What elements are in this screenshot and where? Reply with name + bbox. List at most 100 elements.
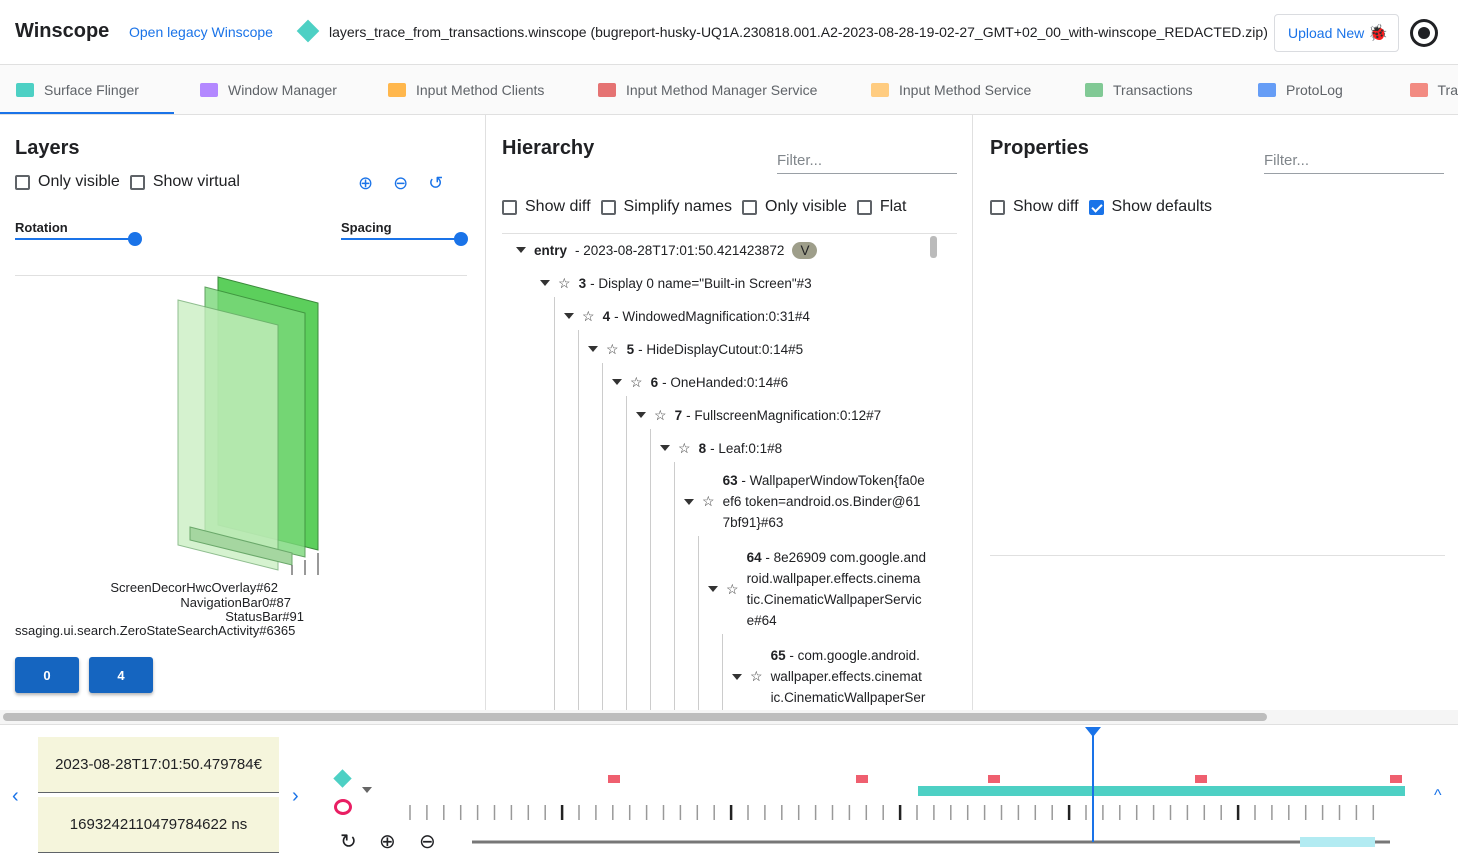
node-text: 7bf91}#63: [722, 515, 784, 530]
collapse-icon[interactable]: [684, 498, 694, 505]
collapse-icon[interactable]: [732, 673, 742, 680]
tab-surface-flinger[interactable]: Surface Flinger: [16, 65, 139, 115]
star-icon[interactable]: ☆: [582, 307, 595, 324]
display-button-0[interactable]: 0: [15, 657, 79, 693]
tree-guide-line: [602, 363, 603, 710]
zoom-out-icon[interactable]: ⊖: [393, 173, 409, 193]
hierarchy-option-simplify-names[interactable]: Simplify names: [600, 198, 732, 216]
surface-flinger-trace-icon[interactable]: [333, 769, 352, 788]
show-virtual-checkbox[interactable]: Show virtual: [129, 173, 240, 191]
tree-guide-line: [626, 396, 627, 710]
theme-toggle-icon[interactable]: [1413, 22, 1435, 44]
tab-tra[interactable]: Tra: [1410, 65, 1458, 115]
timestamp-input[interactable]: 2023-08-28T17:01:50.479784€: [38, 737, 279, 793]
spacing-label: Spacing: [341, 220, 392, 235]
star-icon[interactable]: ☆: [750, 668, 763, 684]
tree-node[interactable]: ☆ 4- WindowedMagnification:0:31#4: [564, 302, 810, 330]
collapse-icon[interactable]: [708, 586, 718, 592]
hierarchy-option-flat[interactable]: Flat: [856, 198, 907, 216]
tree-node[interactable]: ☆ 3- Display 0 name="Built-in Screen"#3: [540, 269, 812, 297]
node-text: ic.CinematicWallpaperSer: [770, 690, 926, 705]
star-icon[interactable]: ☆: [606, 340, 619, 357]
tree-node[interactable]: ☆ 7- FullscreenMagnification:0:12#7: [636, 401, 881, 429]
rotation-slider[interactable]: [15, 232, 142, 246]
hierarchy-tree[interactable]: entry - 2023-08-28T17:01:50.421423872 V …: [502, 233, 957, 710]
layers-title: Layers: [15, 137, 80, 159]
tab-icon: [1258, 83, 1276, 97]
tab-input-method-manager-service[interactable]: Input Method Manager Service: [598, 65, 817, 115]
layers-trace-icon: [296, 19, 320, 43]
tab-input-method-clients[interactable]: Input Method Clients: [388, 65, 544, 115]
hierarchy-option-only-visible[interactable]: Only visible: [742, 198, 847, 216]
node-text: - HideDisplayCutout:0:14#5: [638, 341, 804, 357]
bug-icon[interactable]: 🐞: [1368, 25, 1389, 42]
upload-new-button[interactable]: Upload New 🐞: [1274, 14, 1399, 52]
tab-window-manager[interactable]: Window Manager: [200, 65, 337, 115]
hierarchy-filter-input[interactable]: Filter...: [777, 148, 957, 174]
tree-node[interactable]: ☆ 8- Leaf:0:1#8: [660, 434, 782, 462]
collapse-icon[interactable]: [660, 445, 670, 451]
collapse-icon[interactable]: [564, 313, 574, 319]
upload-label: Upload New: [1288, 25, 1365, 41]
timeline-zoom-out-icon[interactable]: ⊖: [419, 831, 436, 853]
timeline-cursor-handle: [1085, 727, 1101, 737]
show-defaults-checkbox[interactable]: Show defaults: [1088, 198, 1212, 216]
trace-selector-dropdown[interactable]: [362, 787, 372, 793]
node-text: wallpaper.effects.cinemat: [770, 669, 922, 684]
tab-label: Window Manager: [228, 82, 337, 98]
node-id: 65: [770, 648, 786, 663]
tab-label: Transactions: [1113, 82, 1193, 98]
reset-view-icon[interactable]: ↺: [428, 173, 444, 193]
star-icon[interactable]: ☆: [654, 406, 667, 423]
option-label: Only visible: [765, 198, 847, 215]
tab-icon: [16, 83, 34, 97]
open-legacy-link[interactable]: Open legacy Winscope: [129, 24, 273, 40]
display-button-4[interactable]: 4: [89, 657, 153, 693]
spacing-slider[interactable]: [341, 232, 468, 246]
tab-label: Tra: [1437, 82, 1458, 98]
tree-scrollbar[interactable]: [930, 236, 937, 258]
tree-node[interactable]: ☆ 64 - 8e26909 com.google.and roid.wallpap…: [708, 544, 945, 634]
tab-protolog[interactable]: ProtoLog: [1258, 65, 1343, 115]
timeline-track[interactable]: [400, 725, 1410, 855]
node-text: - Display 0 name="Built-in Screen"#3: [590, 275, 812, 291]
transaction-entry: [1195, 775, 1207, 783]
tree-node[interactable]: ☆ 65 - com.google.android. wallpaper.effec…: [732, 642, 945, 710]
star-icon[interactable]: ☆: [678, 439, 691, 456]
reset-zoom-icon[interactable]: ↻: [340, 831, 357, 853]
node-id: 8: [698, 440, 707, 456]
transaction-entry: [1390, 775, 1402, 783]
horizontal-scrollbar[interactable]: [0, 710, 1458, 725]
node-id: 3: [578, 275, 587, 291]
tree-entry-row[interactable]: entry - 2023-08-28T17:01:50.421423872 V: [516, 236, 818, 264]
hierarchy-option-show-diff[interactable]: Show diff: [502, 198, 591, 216]
timeline-zoom-in-icon[interactable]: ⊕: [379, 831, 396, 853]
layers-3d-view[interactable]: [0, 275, 486, 575]
only-visible-checkbox[interactable]: Only visible: [15, 173, 120, 191]
chevron-right-icon[interactable]: ›: [292, 785, 299, 807]
zoom-in-icon[interactable]: ⊕: [358, 173, 374, 193]
node-id: 6: [650, 374, 659, 390]
collapse-icon[interactable]: [636, 412, 646, 418]
transactions-trace-icon[interactable]: [334, 799, 352, 815]
star-icon[interactable]: ☆: [630, 373, 643, 390]
tab-input-method-service[interactable]: Input Method Service: [871, 65, 1031, 115]
chevron-left-icon[interactable]: ‹: [12, 785, 19, 807]
star-icon[interactable]: ☆: [726, 580, 739, 597]
collapse-icon[interactable]: [516, 247, 526, 253]
star-icon[interactable]: ☆: [558, 274, 571, 291]
show-diff-checkbox[interactable]: Show diff: [990, 198, 1079, 216]
node-id: 4: [602, 308, 611, 324]
properties-filter-input[interactable]: Filter...: [1264, 148, 1444, 174]
tree-node[interactable]: ☆ 5- HideDisplayCutout:0:14#5: [588, 335, 803, 363]
expand-timeline-icon[interactable]: ^: [1434, 787, 1442, 804]
star-icon[interactable]: ☆: [702, 493, 715, 509]
tab-transactions[interactable]: Transactions: [1085, 65, 1193, 115]
collapse-icon[interactable]: [612, 379, 622, 385]
collapse-icon[interactable]: [588, 346, 598, 352]
node-text: ef6 token=android.os.Binder@61: [722, 494, 921, 509]
ns-timestamp-input[interactable]: 1693242110479784622 ns: [38, 797, 279, 853]
tree-node[interactable]: ☆ 63 - WallpaperWindowToken{fa0e ef6 token…: [684, 467, 945, 536]
tree-node[interactable]: ☆ 6- OneHanded:0:14#6: [612, 368, 788, 396]
collapse-icon[interactable]: [540, 280, 550, 286]
